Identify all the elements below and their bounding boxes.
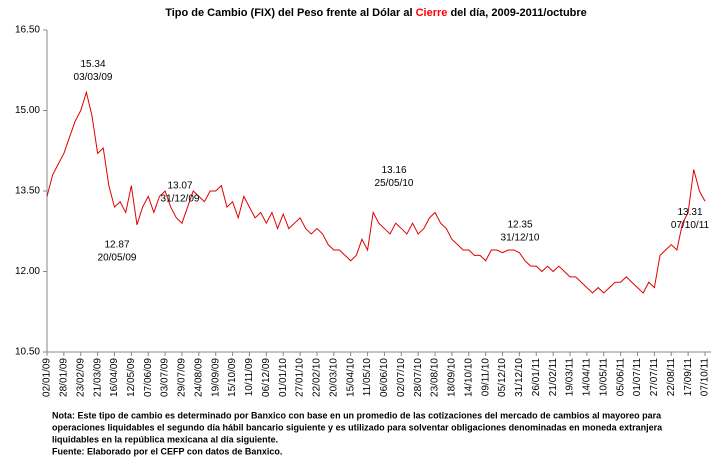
- y-tick-label: 13.50: [15, 186, 40, 197]
- x-tick-label: 05/06/11: [615, 358, 626, 397]
- title-part: del día, 2009-2011/octubre: [447, 7, 586, 19]
- x-tick-label: 07/06/09: [143, 358, 154, 397]
- title-part: Tipo de Cambio (FIX) del Peso frente al …: [165, 7, 415, 19]
- x-tick-label: 19/09/09: [210, 358, 221, 397]
- x-tick-label: 24/08/09: [193, 358, 204, 397]
- x-tick-label: 02/01/09: [42, 358, 53, 397]
- x-tick-label: 26/01/11: [531, 358, 542, 397]
- x-tick-label: 23/08/10: [430, 358, 441, 397]
- x-tick-label: 22/02/10: [312, 358, 323, 397]
- x-tick-label: 01/07/11: [632, 358, 643, 397]
- x-tick-label: 29/07/09: [177, 358, 188, 397]
- x-tick-label: 21/03/09: [92, 358, 103, 397]
- annotation-value: 13.07: [167, 181, 192, 192]
- x-tick-label: 15/04/10: [345, 358, 356, 397]
- x-tick-label: 27/01/10: [295, 358, 306, 397]
- series-line: [46, 90, 706, 294]
- y-tick-label: 15.00: [15, 105, 40, 116]
- annotation-value: 12.35: [507, 219, 532, 230]
- x-tick-label: 28/07/10: [413, 358, 424, 397]
- x-tick-label: 09/11/10: [480, 358, 491, 397]
- chart-title: Tipo de Cambio (FIX) del Peso frente al …: [165, 7, 587, 19]
- y-tick-label: 12.00: [15, 266, 40, 277]
- x-tick-label: 03/07/09: [160, 358, 171, 397]
- x-tick-label: 21/02/11: [548, 358, 559, 397]
- x-tick-label: 23/02/09: [75, 358, 86, 397]
- annotation-date: 03/03/09: [74, 72, 113, 83]
- x-tick-label: 02/07/10: [396, 358, 407, 397]
- y-tick-label: 16.50: [15, 25, 40, 36]
- note: Fuente: Elaborado por el CEFP con datos …: [52, 446, 282, 456]
- title-part: Cierre: [416, 7, 448, 19]
- note: Nota: Este tipo de cambio es determinado…: [52, 410, 662, 420]
- x-tick-label: 07/10/11: [700, 358, 711, 397]
- x-tick-label: 20/03/10: [328, 358, 339, 397]
- x-tick-label: 14/04/11: [582, 358, 593, 397]
- annotation-value: 12.87: [104, 239, 129, 250]
- annotation-value: 15.34: [80, 59, 105, 70]
- annotation-date: 20/05/09: [98, 252, 137, 263]
- x-tick-label: 14/10/10: [463, 358, 474, 397]
- x-tick-label: 27/07/11: [649, 358, 660, 397]
- x-tick-label: 12/05/09: [126, 358, 137, 397]
- y-tick-label: 10.50: [15, 347, 40, 358]
- annotation-value: 13.31: [677, 207, 702, 218]
- x-tick-label: 06/12/09: [261, 358, 272, 397]
- note: operaciones liquidables el segundo día h…: [52, 422, 663, 432]
- x-tick-label: 11/05/10: [362, 358, 373, 397]
- x-tick-label: 28/01/09: [59, 358, 70, 397]
- x-tick-label: 17/09/11: [683, 358, 694, 397]
- annotation-date: 31/12/09: [161, 194, 200, 205]
- annotation-date: 25/05/10: [375, 178, 414, 189]
- x-tick-label: 10/11/09: [244, 358, 255, 397]
- annotation-date: 07/10/11: [671, 220, 710, 231]
- x-tick-label: 16/04/09: [109, 358, 120, 397]
- x-tick-label: 01/01/10: [278, 358, 289, 397]
- x-tick-label: 19/03/11: [565, 358, 576, 397]
- x-tick-label: 22/08/11: [666, 358, 677, 397]
- x-tick-label: 05/12/10: [497, 358, 508, 397]
- x-tick-label: 31/12/10: [514, 358, 525, 397]
- x-tick-label: 15/10/09: [227, 358, 238, 397]
- x-tick-label: 18/09/10: [447, 358, 458, 397]
- annotation-date: 31/12/10: [501, 232, 540, 243]
- x-tick-label: 06/06/10: [379, 358, 390, 397]
- annotation-value: 13.16: [381, 165, 406, 176]
- note: liquidables en la república mexicana al …: [52, 434, 278, 444]
- x-tick-label: 10/05/11: [598, 358, 609, 397]
